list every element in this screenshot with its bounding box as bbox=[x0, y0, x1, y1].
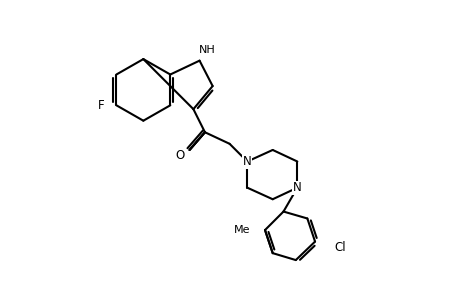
Text: N: N bbox=[242, 155, 251, 168]
Text: N: N bbox=[292, 181, 301, 194]
Text: F: F bbox=[97, 99, 104, 112]
Text: NH: NH bbox=[198, 45, 215, 55]
Text: Me: Me bbox=[233, 225, 250, 235]
Text: O: O bbox=[175, 149, 185, 162]
Text: Cl: Cl bbox=[333, 241, 345, 254]
